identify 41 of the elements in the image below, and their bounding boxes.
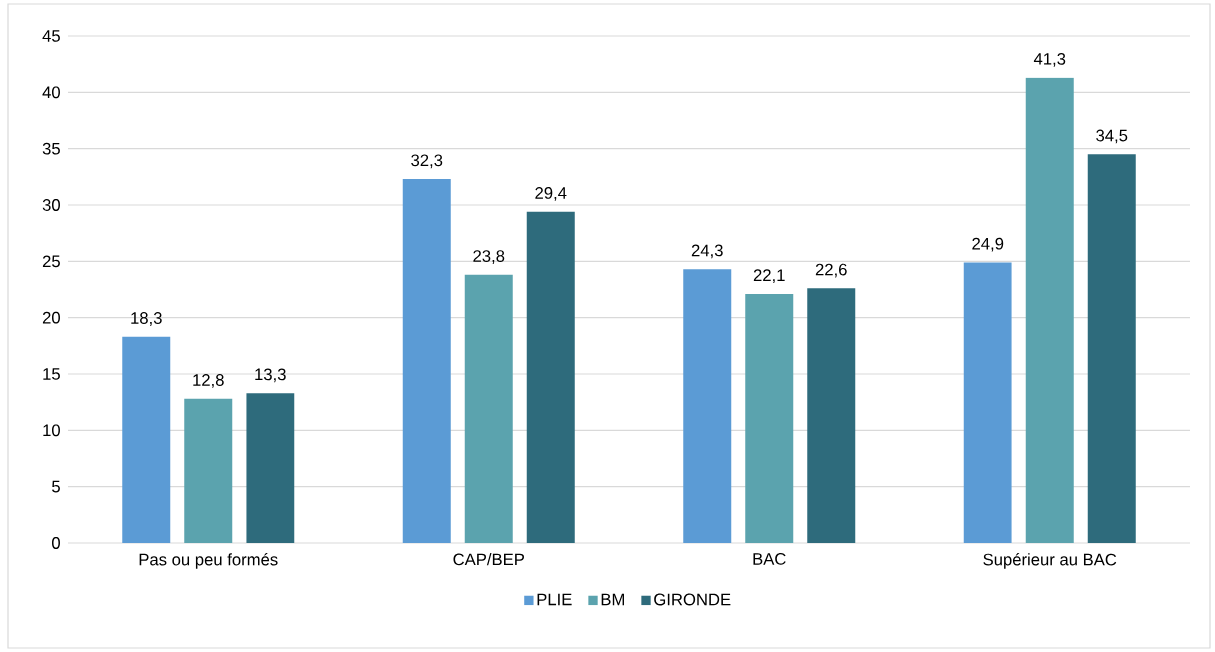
data-label: 13,3 (255, 368, 286, 383)
x-tick-label: BAC (753, 553, 786, 565)
bar (963, 262, 1012, 543)
data-label: 29,4 (535, 187, 567, 201)
y-tick-label: 25 (42, 255, 60, 268)
bar (122, 336, 171, 543)
bar (807, 288, 856, 543)
data-label: 24,3 (691, 244, 723, 259)
y-tick-label: 0 (52, 537, 60, 549)
bar (1025, 77, 1074, 543)
data-label: 32,3 (411, 154, 443, 169)
y-tick-label: 35 (42, 142, 60, 155)
bar (402, 179, 451, 543)
bar (246, 393, 295, 543)
data-label: 24,9 (972, 237, 1004, 252)
data-label: 12,8 (193, 374, 224, 388)
bar (683, 269, 732, 543)
data-label: 22,1 (753, 269, 785, 284)
bar (464, 274, 513, 543)
data-label: 18,3 (131, 312, 162, 326)
y-tick-label: 5 (52, 480, 60, 493)
bar (184, 398, 233, 543)
data-label: 34,5 (1096, 129, 1128, 144)
bar (745, 294, 794, 543)
x-tick-label: CAP/BEP (453, 553, 525, 566)
data-label: 23,8 (473, 250, 505, 264)
y-tick-label: 40 (42, 86, 60, 99)
legend-label: GIRONDE (654, 593, 731, 606)
legend-label: BM (601, 593, 624, 606)
y-tick-label: 15 (43, 368, 60, 380)
data-label: 22,6 (815, 263, 847, 278)
y-tick-label: 10 (43, 424, 60, 437)
y-tick-label: 45 (42, 30, 60, 42)
x-tick-label: Supérieur au BAC (983, 553, 1117, 569)
data-label: 41,3 (1033, 52, 1066, 67)
bar (526, 211, 575, 543)
y-tick-label: 20 (42, 311, 60, 324)
bar (1087, 154, 1136, 543)
x-tick-label: Pas ou peu formés (139, 553, 278, 569)
legend-label: PLIE (537, 593, 572, 606)
y-tick-label: 30 (42, 199, 60, 211)
